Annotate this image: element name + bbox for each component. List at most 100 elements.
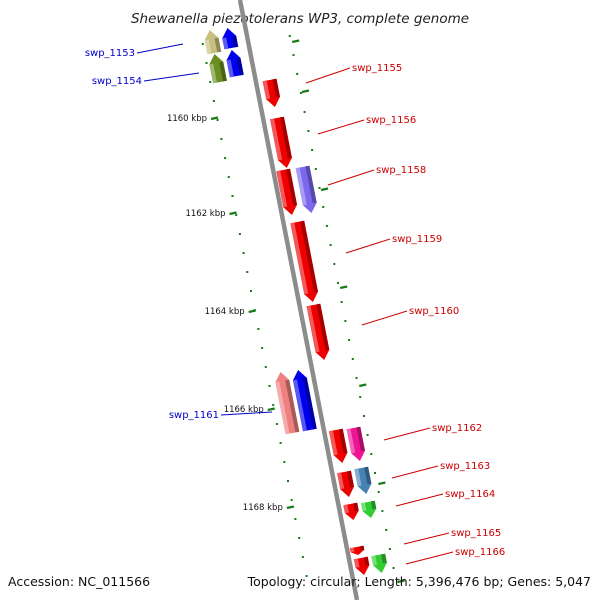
gene-arrow xyxy=(295,165,317,213)
ring-dot xyxy=(307,130,310,132)
label-leader xyxy=(383,427,431,441)
gene-label-swp-1161[interactable]: swp_1161 xyxy=(169,410,219,421)
tick-mark xyxy=(320,187,329,192)
label-leader xyxy=(395,493,444,507)
ring-dot xyxy=(246,271,249,273)
label-leader xyxy=(143,72,200,82)
gene-label-swp-1166[interactable]: swp_1166 xyxy=(455,547,505,558)
ring-dot xyxy=(242,252,245,254)
ring-dot xyxy=(290,499,293,501)
ring-dot xyxy=(322,206,325,208)
tick-mark xyxy=(267,407,275,412)
gene-label-swp-1160[interactable]: swp_1160 xyxy=(409,306,459,317)
gene-label-swp-1159[interactable]: swp_1159 xyxy=(392,234,442,245)
map-title: Shewanella piezotolerans WP3, complete g… xyxy=(131,11,469,27)
gene-label-swp-1158[interactable]: swp_1158 xyxy=(376,165,426,176)
label-leaders xyxy=(136,43,454,565)
label-leader xyxy=(405,551,454,565)
gene-arrow xyxy=(329,428,348,463)
gene-arrow xyxy=(209,54,227,84)
label-leader xyxy=(403,532,450,545)
ring-dot xyxy=(305,575,308,577)
tick-mark xyxy=(229,211,237,216)
label-leader xyxy=(136,43,184,54)
tick-mark xyxy=(301,89,310,94)
ring-dot xyxy=(235,214,238,216)
ring-dot xyxy=(348,339,351,341)
ring-dot xyxy=(212,100,215,102)
ring-dot xyxy=(261,347,264,349)
gene-label-swp-1153[interactable]: swp_1153 xyxy=(85,48,135,59)
gene-arrow xyxy=(306,303,330,360)
ring-dot xyxy=(250,290,252,292)
gene-label-swp-1164[interactable]: swp_1164 xyxy=(445,489,495,500)
ring-dot xyxy=(370,453,373,455)
gene-label-swp-1163[interactable]: swp_1163 xyxy=(440,461,490,472)
gene-label-swp-1165[interactable]: swp_1165 xyxy=(451,528,501,539)
gene-arrow xyxy=(343,502,359,520)
gene-arrow xyxy=(276,168,297,215)
label-leader xyxy=(317,119,365,135)
gene-arrow xyxy=(262,78,280,107)
summary-text: Topology: circular; Length: 5,396,476 bp… xyxy=(247,574,591,589)
ring-dot xyxy=(355,377,358,379)
ring-dot xyxy=(287,480,289,482)
ring-dot xyxy=(209,81,212,83)
ring-dot xyxy=(362,415,365,417)
ring-dot xyxy=(205,62,208,64)
inner-dotted-ring xyxy=(201,43,308,577)
ring-dot xyxy=(238,233,241,235)
ring-dot xyxy=(288,35,291,37)
ring-dot xyxy=(231,195,234,197)
ring-dot xyxy=(392,567,395,569)
ring-dot xyxy=(275,423,278,425)
gene-labels: swp_1153 swp_1154 swp_1155 swp_1156 swp_1158… xyxy=(85,48,505,558)
tick-mark xyxy=(339,285,348,290)
tick-mark xyxy=(291,39,300,44)
label-leader xyxy=(327,169,375,186)
ring-dot xyxy=(318,187,321,189)
gene-label-swp-1155[interactable]: swp_1155 xyxy=(352,63,402,74)
ring-dot xyxy=(333,263,336,265)
gene-arrow xyxy=(270,116,292,168)
ring-dot xyxy=(385,529,388,531)
ring-dot xyxy=(268,385,271,387)
genome-backbone xyxy=(237,0,360,600)
accession-text: Accession: NC_011566 xyxy=(8,574,150,589)
ring-dot xyxy=(227,176,230,178)
tick-mark xyxy=(286,505,295,510)
ring-dot xyxy=(351,358,354,360)
label-leader xyxy=(361,310,408,326)
ring-dot xyxy=(329,244,332,246)
tick-mark xyxy=(210,116,219,121)
ring-dot xyxy=(381,510,384,512)
gene-arrow xyxy=(290,220,318,302)
gene-label-swp-1162[interactable]: swp_1162 xyxy=(432,423,482,434)
tick-label: 1162 kbp xyxy=(185,209,225,219)
gene-arrow xyxy=(222,28,239,50)
ring-dot xyxy=(388,548,391,550)
ring-dot xyxy=(296,73,299,75)
gene-arrow xyxy=(293,370,317,432)
gene-arrow xyxy=(346,426,365,461)
ring-dot xyxy=(337,282,339,284)
ring-dot xyxy=(366,434,369,436)
ring-dot xyxy=(344,320,347,322)
tick-mark xyxy=(378,481,386,486)
gene-arrow xyxy=(353,556,370,575)
ring-dot xyxy=(279,442,282,444)
ring-dot xyxy=(294,518,297,520)
gene-label-swp-1156[interactable]: swp_1156 xyxy=(366,115,416,126)
ring-dot xyxy=(224,157,227,159)
ring-dot xyxy=(377,491,380,493)
ring-dot xyxy=(299,92,302,94)
ring-dot xyxy=(314,168,317,170)
ring-dot xyxy=(340,301,343,303)
ring-dot xyxy=(201,43,204,45)
ring-dot xyxy=(311,149,314,151)
gene-label-swp-1154[interactable]: swp_1154 xyxy=(92,76,142,87)
gene-arrow xyxy=(371,553,387,573)
gene-arrow xyxy=(361,500,377,518)
gene-arrow xyxy=(204,30,222,55)
ring-dot xyxy=(216,119,219,121)
